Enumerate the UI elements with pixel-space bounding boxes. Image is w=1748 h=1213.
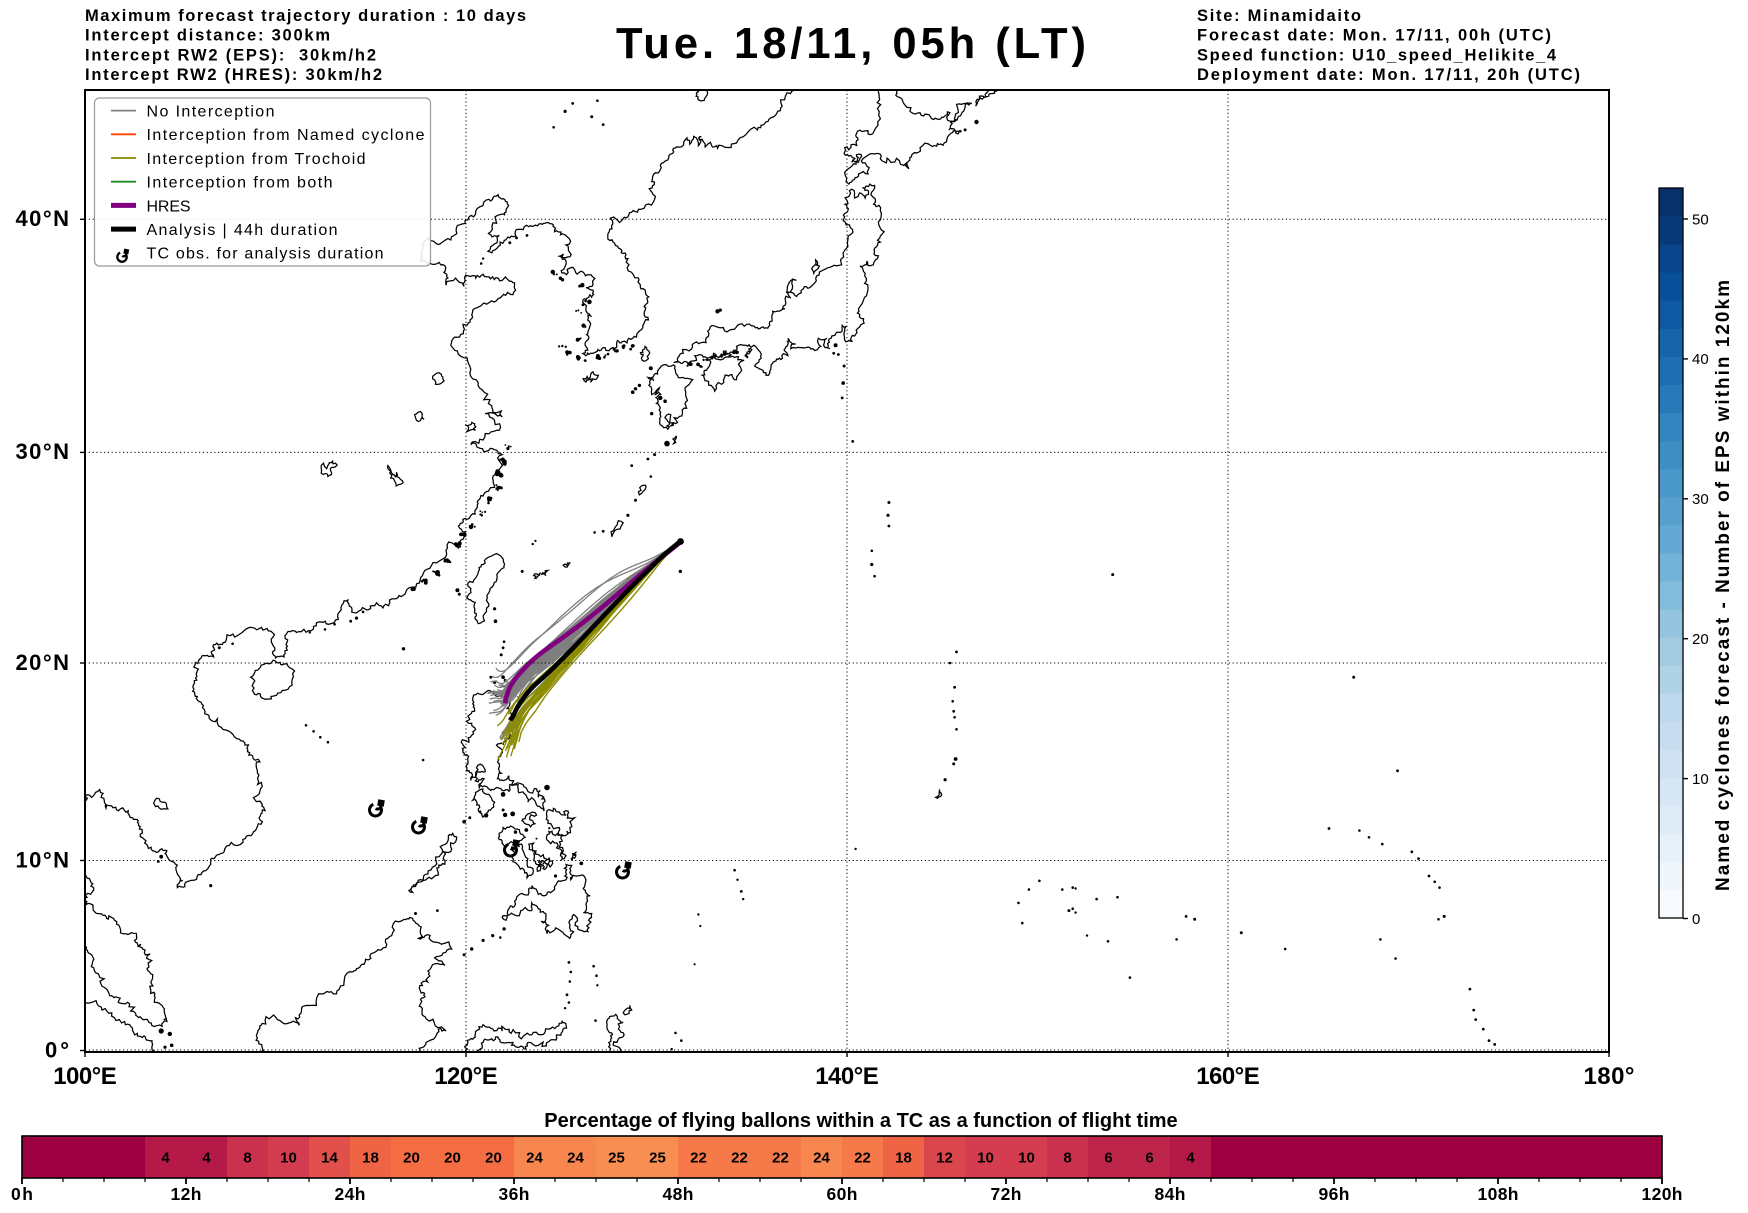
svg-text:HRES: HRES bbox=[147, 198, 191, 215]
svg-text:50: 50 bbox=[1692, 211, 1709, 228]
svg-text:0: 0 bbox=[1692, 911, 1700, 928]
svg-text:6: 6 bbox=[1145, 1150, 1153, 1167]
svg-text:48h: 48h bbox=[663, 1184, 694, 1204]
svg-text:10: 10 bbox=[977, 1150, 994, 1167]
svg-text:30: 30 bbox=[1692, 491, 1709, 508]
svg-text:25: 25 bbox=[608, 1150, 625, 1167]
svg-text:0°: 0° bbox=[45, 1037, 69, 1062]
svg-text:12: 12 bbox=[936, 1150, 953, 1167]
svg-text:20: 20 bbox=[403, 1150, 420, 1167]
svg-text:18: 18 bbox=[362, 1150, 379, 1167]
svg-text:14: 14 bbox=[321, 1150, 338, 1167]
svg-text:160°E: 160°E bbox=[1196, 1063, 1260, 1090]
svg-text:20: 20 bbox=[485, 1150, 502, 1167]
svg-text:8: 8 bbox=[243, 1150, 251, 1167]
svg-text:20: 20 bbox=[1692, 631, 1709, 648]
svg-text:No Interception: No Interception bbox=[147, 104, 275, 121]
svg-text:40: 40 bbox=[1692, 351, 1709, 368]
svg-text:Speed function: U10_speed_Heli: Speed function: U10_speed_Helikite_4 bbox=[1197, 46, 1557, 64]
svg-text:10: 10 bbox=[1692, 771, 1709, 788]
svg-text:4: 4 bbox=[161, 1150, 170, 1167]
svg-text:24: 24 bbox=[526, 1150, 543, 1167]
svg-text:0h: 0h bbox=[11, 1184, 33, 1204]
svg-text:108h: 108h bbox=[1478, 1184, 1519, 1204]
svg-text:4: 4 bbox=[1186, 1150, 1195, 1167]
svg-text:22: 22 bbox=[731, 1150, 748, 1167]
svg-text:4: 4 bbox=[202, 1150, 211, 1167]
svg-text:Interception from Trochoid: Interception from Trochoid bbox=[147, 151, 366, 168]
svg-text:22: 22 bbox=[690, 1150, 707, 1167]
svg-text:TC obs. for analysis duration: TC obs. for analysis duration bbox=[147, 246, 384, 263]
svg-text:22: 22 bbox=[854, 1150, 871, 1167]
svg-text:24h: 24h bbox=[335, 1184, 366, 1204]
svg-text:25: 25 bbox=[649, 1150, 666, 1167]
svg-text:18: 18 bbox=[895, 1150, 912, 1167]
svg-text:12h: 12h bbox=[171, 1184, 202, 1204]
svg-text:10: 10 bbox=[280, 1150, 297, 1167]
svg-text:Intercept distance: 300km: Intercept distance: 300km bbox=[85, 27, 330, 45]
svg-text:10°N: 10°N bbox=[16, 847, 70, 872]
svg-text:96h: 96h bbox=[1319, 1184, 1350, 1204]
svg-text:Interception from both: Interception from both bbox=[147, 175, 333, 192]
svg-text:100°E: 100°E bbox=[53, 1063, 117, 1090]
svg-text:24: 24 bbox=[567, 1150, 584, 1167]
svg-text:180°: 180° bbox=[1584, 1063, 1635, 1090]
svg-text:Percentage of flying ballons w: Percentage of flying ballons within a TC… bbox=[544, 1110, 1177, 1132]
svg-text:20: 20 bbox=[444, 1150, 461, 1167]
svg-text:Named cyclones forecast - Numb: Named cyclones forecast - Number of EPS … bbox=[1713, 280, 1734, 891]
svg-text:6: 6 bbox=[1104, 1150, 1112, 1167]
svg-text:Intercept RW2 (EPS): 30km/h2: Intercept RW2 (EPS): 30km/h2 bbox=[85, 46, 376, 64]
svg-text:Maximum forecast trajectory du: Maximum forecast trajectory duration : 1… bbox=[85, 7, 526, 25]
svg-text:Deployment date: Mon. 17/11, 2: Deployment date: Mon. 17/11, 20h (UTC) bbox=[1197, 66, 1580, 84]
svg-text:Tue. 18/11, 05h (LT): Tue. 18/11, 05h (LT) bbox=[616, 20, 1086, 68]
svg-text:Site: Minamidaito: Site: Minamidaito bbox=[1197, 7, 1361, 25]
svg-text:30°N: 30°N bbox=[16, 439, 70, 464]
svg-text:140°E: 140°E bbox=[815, 1063, 879, 1090]
svg-text:120°E: 120°E bbox=[434, 1063, 498, 1090]
svg-text:36h: 36h bbox=[499, 1184, 530, 1204]
svg-text:72h: 72h bbox=[991, 1184, 1022, 1204]
svg-text:Intercept RW2 (HRES): 30km/h2: Intercept RW2 (HRES): 30km/h2 bbox=[85, 66, 382, 84]
svg-text:22: 22 bbox=[772, 1150, 789, 1167]
svg-text:Analysis | 44h duration: Analysis | 44h duration bbox=[147, 222, 338, 239]
svg-text:8: 8 bbox=[1063, 1150, 1071, 1167]
svg-text:10: 10 bbox=[1018, 1150, 1035, 1167]
svg-text:Interception from Named cyclon: Interception from Named cyclone bbox=[147, 127, 425, 144]
svg-text:24: 24 bbox=[813, 1150, 830, 1167]
svg-text:40°N: 40°N bbox=[16, 206, 70, 231]
svg-text:20°N: 20°N bbox=[16, 650, 70, 675]
svg-text:84h: 84h bbox=[1155, 1184, 1186, 1204]
svg-text:60h: 60h bbox=[827, 1184, 858, 1204]
svg-text:120h: 120h bbox=[1642, 1184, 1683, 1204]
